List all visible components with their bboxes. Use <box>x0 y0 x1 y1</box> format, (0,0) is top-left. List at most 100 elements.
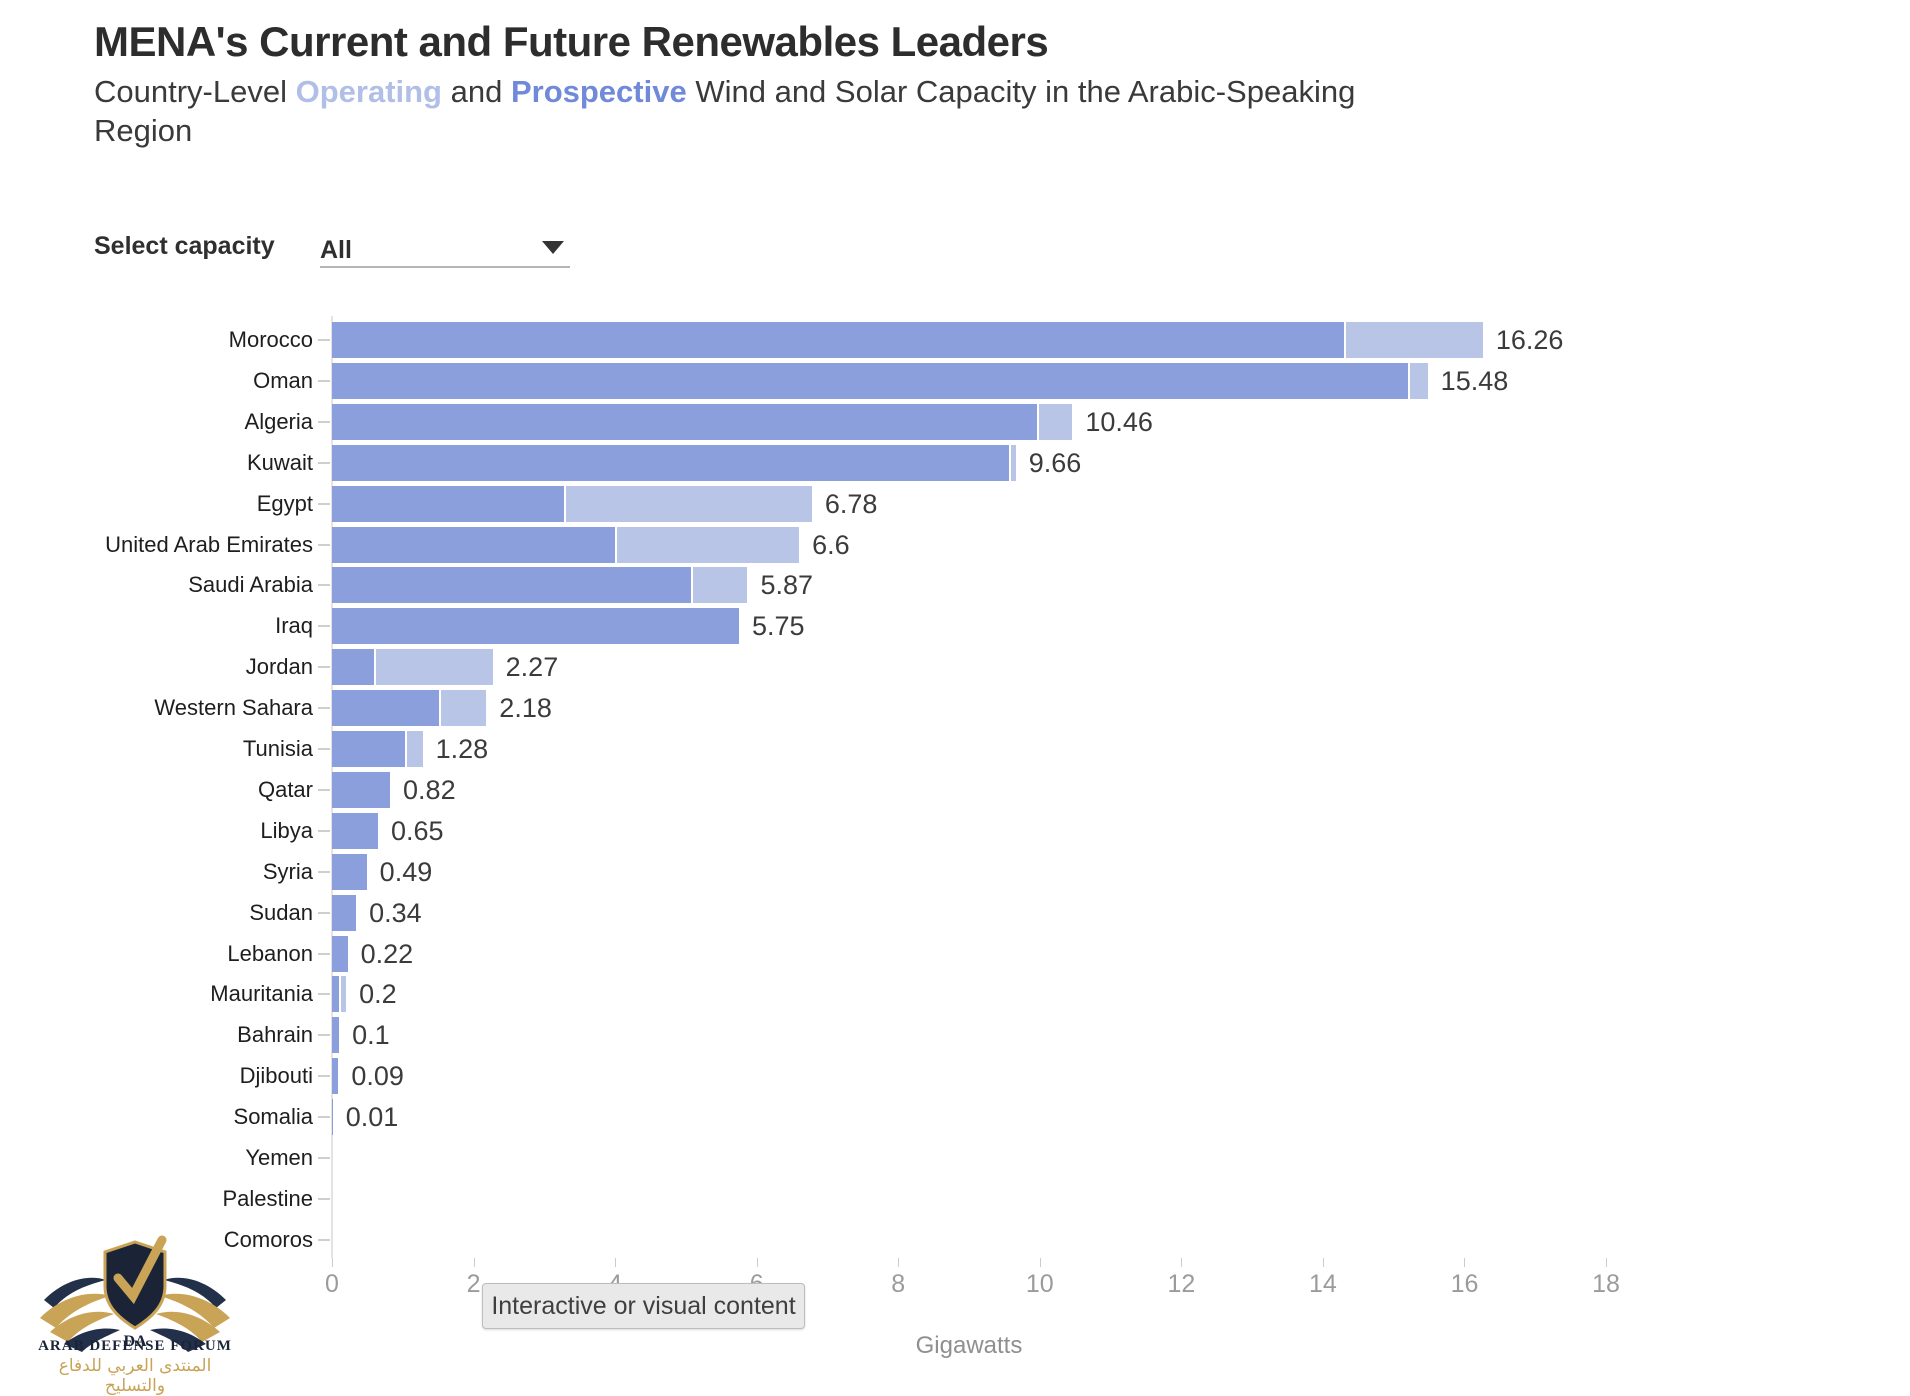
subtitle-prospective-keyword: Prospective <box>510 74 687 109</box>
bar-segment-operating[interactable] <box>1344 322 1483 358</box>
bar-segment-prospective[interactable] <box>332 444 1009 481</box>
bar-segment-prospective[interactable] <box>332 526 616 563</box>
y-axis-tick <box>318 339 330 341</box>
bar-segment-prospective[interactable] <box>332 894 357 931</box>
bar-segment-prospective[interactable] <box>332 690 439 727</box>
y-axis-tick <box>318 420 330 423</box>
chart-row: Jordan 2.27 <box>0 649 1910 686</box>
x-axis-tick-label: 8 <box>891 1270 906 1298</box>
bar-segment-prospective[interactable] <box>332 1058 339 1095</box>
y-axis-tick <box>318 1034 330 1037</box>
country-label: United Arab Emirates <box>105 531 313 557</box>
bar-segment-operating[interactable] <box>373 649 493 686</box>
x-axis-tick <box>1181 1258 1183 1267</box>
x-axis-tick-label: 14 <box>1309 1270 1337 1298</box>
country-label: Oman <box>253 367 313 393</box>
value-label: 6.78 <box>824 488 878 519</box>
y-axis-tick <box>318 1238 330 1241</box>
logo-emblem-icon: DA <box>40 1235 230 1352</box>
y-axis-tick <box>318 1197 330 1200</box>
value-label: 6.6 <box>812 529 850 560</box>
bar-segment-prospective[interactable] <box>332 812 378 849</box>
chart-row: Kuwait 9.66 <box>0 444 1910 481</box>
bar-segment-prospective[interactable] <box>332 608 739 645</box>
country-label: Morocco <box>228 327 313 352</box>
bar-segment-operating[interactable] <box>438 690 487 727</box>
y-axis-tick <box>318 788 330 791</box>
y-axis-tick <box>318 707 330 710</box>
y-axis-tick <box>318 461 330 464</box>
x-axis-tick <box>898 1258 900 1267</box>
capacity-select[interactable]: All <box>320 228 570 268</box>
chart-row: Libya 0.65 <box>0 812 1910 849</box>
bar-segment-operating[interactable] <box>404 731 423 767</box>
country-label: Tunisia <box>242 736 313 761</box>
x-axis-tick-label: 18 <box>1592 1270 1620 1298</box>
country-label: Yemen <box>245 1145 313 1170</box>
country-label: Iraq <box>275 613 313 639</box>
bar-segment-prospective[interactable] <box>332 649 374 686</box>
value-label: 5.87 <box>760 570 814 601</box>
y-axis-tick <box>318 1075 330 1078</box>
bar-segment-prospective[interactable] <box>332 1017 340 1054</box>
value-label: 10.46 <box>1085 406 1153 437</box>
chart-row: Somalia 0.01 <box>0 1099 1910 1136</box>
subtitle-text: Wind and Solar Capacity in the Arabic-Sp… <box>686 74 1356 109</box>
x-axis-tick <box>332 1258 333 1267</box>
country-label: Sudan <box>249 899 313 925</box>
bar-segment-prospective[interactable] <box>332 731 405 767</box>
page-subtitle: Country-Level Operating and Prospective … <box>94 72 1394 150</box>
chart-row: Syria 0.49 <box>0 853 1910 890</box>
chart-row: Djibouti 0.09 <box>0 1058 1910 1095</box>
value-label: 2.27 <box>505 652 559 683</box>
bar-segment-operating[interactable] <box>1008 444 1016 481</box>
value-label: 0.49 <box>379 856 433 887</box>
arab-defense-forum-logo: DA ARAB DEFENSE FORUM المنتدى العربي للد… <box>30 1234 240 1396</box>
country-label: Kuwait <box>246 449 313 475</box>
country-label: Comoros <box>223 1226 313 1252</box>
bar-segment-prospective[interactable] <box>332 485 565 522</box>
country-label: Egypt <box>256 490 313 516</box>
bar-segment-prospective[interactable] <box>332 935 348 972</box>
logo-name-arabic: المنتدى العربي للدفاع والتسليح <box>58 1356 212 1396</box>
capacity-select-value: All <box>320 236 352 264</box>
bar-segment-operating[interactable] <box>615 526 800 563</box>
capacity-select-label: Select capacity <box>94 232 275 260</box>
bar-segment-operating[interactable] <box>339 976 347 1013</box>
bar-segment-prospective[interactable] <box>332 1099 333 1136</box>
bar-segment-prospective[interactable] <box>332 853 367 890</box>
bar-segment-operating[interactable] <box>1407 362 1428 399</box>
country-label: Lebanon <box>227 940 313 966</box>
bar-segment-prospective[interactable] <box>332 322 1345 358</box>
x-axis-tick <box>615 1258 617 1267</box>
chart-row: Saudi Arabia 5.87 <box>0 567 1910 604</box>
x-axis-tick-label: 2 <box>466 1270 481 1298</box>
bar-segment-prospective[interactable] <box>332 403 1037 440</box>
bar-segment-prospective[interactable] <box>332 567 691 604</box>
chart-row: Qatar 0.82 <box>0 771 1910 808</box>
bar-segment-operating[interactable] <box>1036 403 1073 440</box>
chart-row: Tunisia 1.28 <box>0 731 1910 767</box>
chart-row: Lebanon 0.22 <box>0 935 1910 972</box>
bar-segment-operating[interactable] <box>564 485 812 522</box>
value-label: 0.01 <box>345 1102 399 1133</box>
chart-row: Palestine <box>0 1181 1910 1217</box>
bar-segment-operating[interactable] <box>690 567 748 604</box>
y-axis-tick <box>318 748 330 750</box>
chart-row: Yemen <box>0 1140 1910 1176</box>
chart-row: Western Sahara 2.18 <box>0 690 1910 727</box>
y-axis-tick <box>318 584 330 587</box>
y-axis-tick <box>318 993 330 996</box>
country-label: Saudi Arabia <box>188 572 313 598</box>
bar-segment-prospective[interactable] <box>332 976 340 1013</box>
value-label: 9.66 <box>1028 447 1082 478</box>
chart-row: Bahrain 0.1 <box>0 1017 1910 1054</box>
bar-segment-prospective[interactable] <box>332 362 1408 399</box>
value-label: 0.34 <box>369 897 422 928</box>
x-axis-tick-label: 0 <box>325 1270 339 1298</box>
bar-segment-prospective[interactable] <box>332 771 391 808</box>
x-axis-title: Gigawatts <box>915 1332 1023 1359</box>
value-label: 5.75 <box>751 611 805 642</box>
country-label: Algeria <box>244 408 313 434</box>
y-axis-tick <box>318 1116 330 1119</box>
